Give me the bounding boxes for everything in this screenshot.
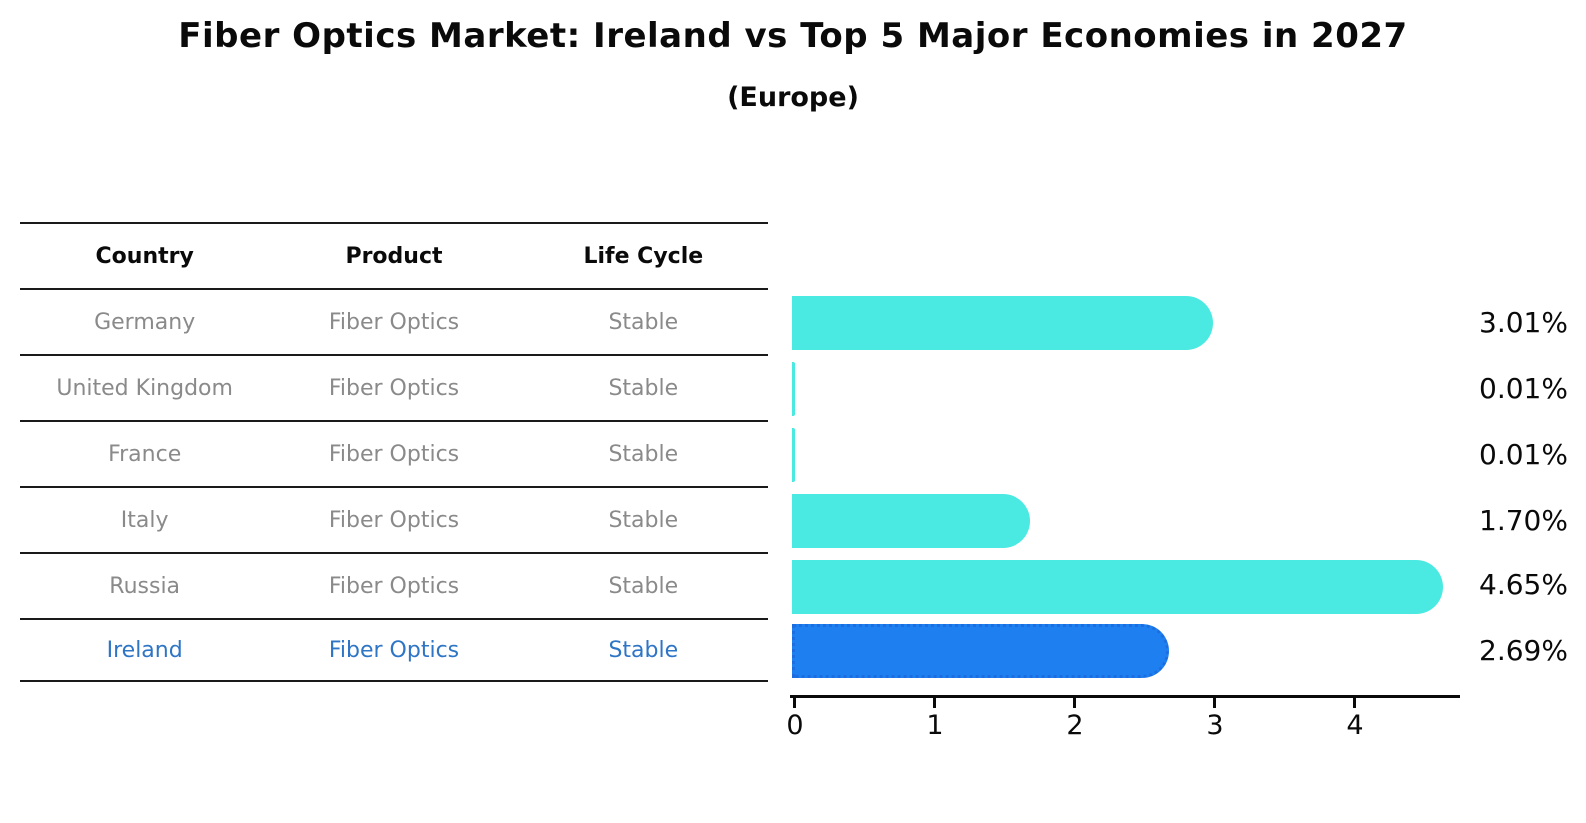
table-row: Italy Fiber Optics Stable xyxy=(20,488,768,554)
x-tick-label: 0 xyxy=(786,710,804,741)
x-axis-tick xyxy=(793,698,796,708)
value-label: 2.69% xyxy=(1479,634,1568,667)
chart-title: Fiber Optics Market: Ireland vs Top 5 Ma… xyxy=(178,16,1408,56)
cell-product: Fiber Optics xyxy=(328,441,460,467)
cell-country: France xyxy=(108,441,182,467)
table-row: Germany Fiber Optics Stable xyxy=(20,290,768,356)
x-tick-label: 1 xyxy=(926,710,944,741)
cell-product: Fiber Optics xyxy=(328,573,460,599)
cell-product: Fiber Optics xyxy=(328,309,460,335)
x-axis-tick xyxy=(933,698,936,708)
x-axis-tick xyxy=(1213,698,1216,708)
x-axis-tick xyxy=(1353,698,1356,708)
cell-product: Fiber Optics xyxy=(328,637,460,663)
table-row: Russia Fiber Optics Stable xyxy=(20,554,768,620)
cell-life-cycle: Stable xyxy=(608,637,679,663)
cell-life-cycle: Stable xyxy=(608,309,679,335)
bar-france xyxy=(792,428,795,482)
cell-country: Italy xyxy=(120,507,169,533)
cell-product: Fiber Optics xyxy=(328,507,460,533)
header-life-cycle: Life Cycle xyxy=(583,243,704,269)
x-tick-label: 4 xyxy=(1346,710,1364,741)
table-header-row: Country Product Life Cycle xyxy=(20,222,768,290)
value-label: 3.01% xyxy=(1479,306,1568,339)
bar-united-kingdom xyxy=(792,362,795,416)
table-row: United Kingdom Fiber Optics Stable xyxy=(20,356,768,422)
cell-product: Fiber Optics xyxy=(328,375,460,401)
bar-germany xyxy=(792,296,1214,350)
chart-subtitle: (Europe) xyxy=(727,82,859,113)
value-label: 4.65% xyxy=(1479,568,1568,601)
bar-russia xyxy=(792,560,1443,614)
value-label: 1.70% xyxy=(1479,504,1568,537)
country-table: Country Product Life Cycle Germany Fiber… xyxy=(20,222,768,682)
cell-life-cycle: Stable xyxy=(608,507,679,533)
cell-country: United Kingdom xyxy=(56,375,233,401)
table-row: France Fiber Optics Stable xyxy=(20,422,768,488)
cell-life-cycle: Stable xyxy=(608,573,679,599)
value-label: 0.01% xyxy=(1479,372,1568,405)
header-country: Country xyxy=(95,243,194,269)
x-axis-tick xyxy=(1073,698,1076,708)
table-row-highlight-ireland: Ireland Fiber Optics Stable xyxy=(20,620,768,682)
cell-country: Germany xyxy=(94,309,196,335)
x-axis-line xyxy=(790,695,1460,698)
cell-life-cycle: Stable xyxy=(608,441,679,467)
x-tick-label: 3 xyxy=(1206,710,1224,741)
bar-italy xyxy=(792,494,1030,548)
value-label: 0.01% xyxy=(1479,438,1568,471)
cell-country: Russia xyxy=(109,573,181,599)
cell-life-cycle: Stable xyxy=(608,375,679,401)
x-tick-label: 2 xyxy=(1066,710,1084,741)
bar-ireland-highlight xyxy=(792,624,1169,678)
cell-country: Ireland xyxy=(106,637,183,663)
header-product: Product xyxy=(345,243,443,269)
